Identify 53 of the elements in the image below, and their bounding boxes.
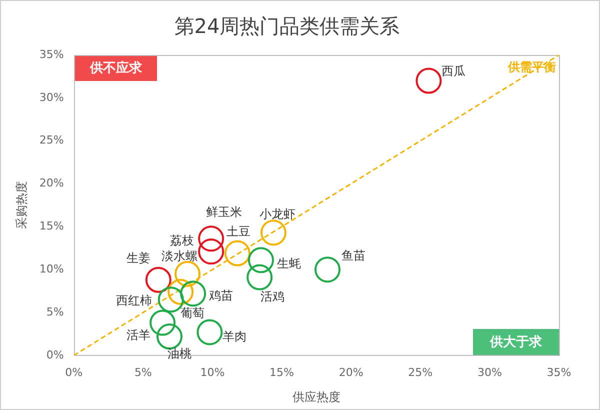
y-tick-label: 20% bbox=[39, 176, 64, 190]
y-tick-label: 30% bbox=[39, 90, 64, 104]
y-tick-label: 35% bbox=[39, 48, 64, 61]
annotation: 淡水螺 bbox=[162, 248, 198, 263]
annotation: 鸡苗 bbox=[208, 288, 234, 303]
point bbox=[168, 278, 194, 305]
y-tick-label: 15% bbox=[39, 220, 64, 233]
y-tick-label: 25% bbox=[39, 134, 64, 147]
x-tick-label: 30% bbox=[477, 366, 502, 379]
point bbox=[224, 240, 250, 266]
annotation: 供不应求 bbox=[90, 61, 142, 76]
annotation: 荔枝 bbox=[170, 234, 194, 248]
annotation: 西红柿 bbox=[116, 294, 152, 308]
annotation: 生姜 bbox=[126, 250, 150, 265]
y-tick-label: 10% bbox=[39, 262, 64, 276]
point bbox=[416, 68, 442, 94]
annotation: 油桃 bbox=[167, 346, 192, 361]
point bbox=[145, 266, 172, 293]
x-tick-label: 5% bbox=[134, 366, 152, 379]
point bbox=[246, 264, 273, 290]
annotation: 鱼苗 bbox=[342, 248, 366, 263]
point bbox=[196, 319, 223, 346]
badge: 供大于求 bbox=[473, 329, 559, 355]
annotation: 西瓜 bbox=[442, 64, 466, 78]
point bbox=[314, 256, 341, 283]
y-tick-label: 5% bbox=[46, 305, 64, 318]
point bbox=[180, 280, 206, 307]
x-tick-label: 15% bbox=[270, 366, 294, 379]
point bbox=[248, 247, 274, 274]
x-tick-label: 10% bbox=[200, 366, 225, 379]
point bbox=[198, 238, 224, 265]
annotation: 活羊 bbox=[126, 328, 151, 342]
annotation: 活鸡 bbox=[260, 289, 285, 304]
chart-title: 第24周热门品类供需关系 bbox=[174, 14, 400, 38]
point bbox=[150, 310, 176, 336]
y-tick-label: 0% bbox=[46, 348, 64, 362]
annotation: 羊肉 bbox=[222, 329, 247, 344]
annotation: 生蚝 bbox=[276, 256, 301, 270]
point bbox=[198, 226, 224, 252]
annotation: 鲜玉米 bbox=[206, 204, 242, 219]
x-tick-label: 35% bbox=[546, 366, 572, 379]
y-axis-title: 采购热度 bbox=[14, 181, 28, 230]
x-tick-label: 0% bbox=[65, 366, 83, 379]
annotation: 供大于求 bbox=[490, 334, 542, 350]
x-axis-title: 供应热度 bbox=[292, 390, 340, 404]
x-tick-label: 20% bbox=[338, 366, 364, 379]
badge: 供不应求 bbox=[75, 56, 157, 81]
annotation: 小龙虾 bbox=[259, 206, 296, 221]
x-tick-label: 25% bbox=[408, 366, 433, 379]
annotation: 葡萄 bbox=[180, 306, 205, 320]
point bbox=[174, 260, 201, 287]
point bbox=[260, 220, 286, 246]
annotation: 土豆 bbox=[226, 224, 250, 238]
